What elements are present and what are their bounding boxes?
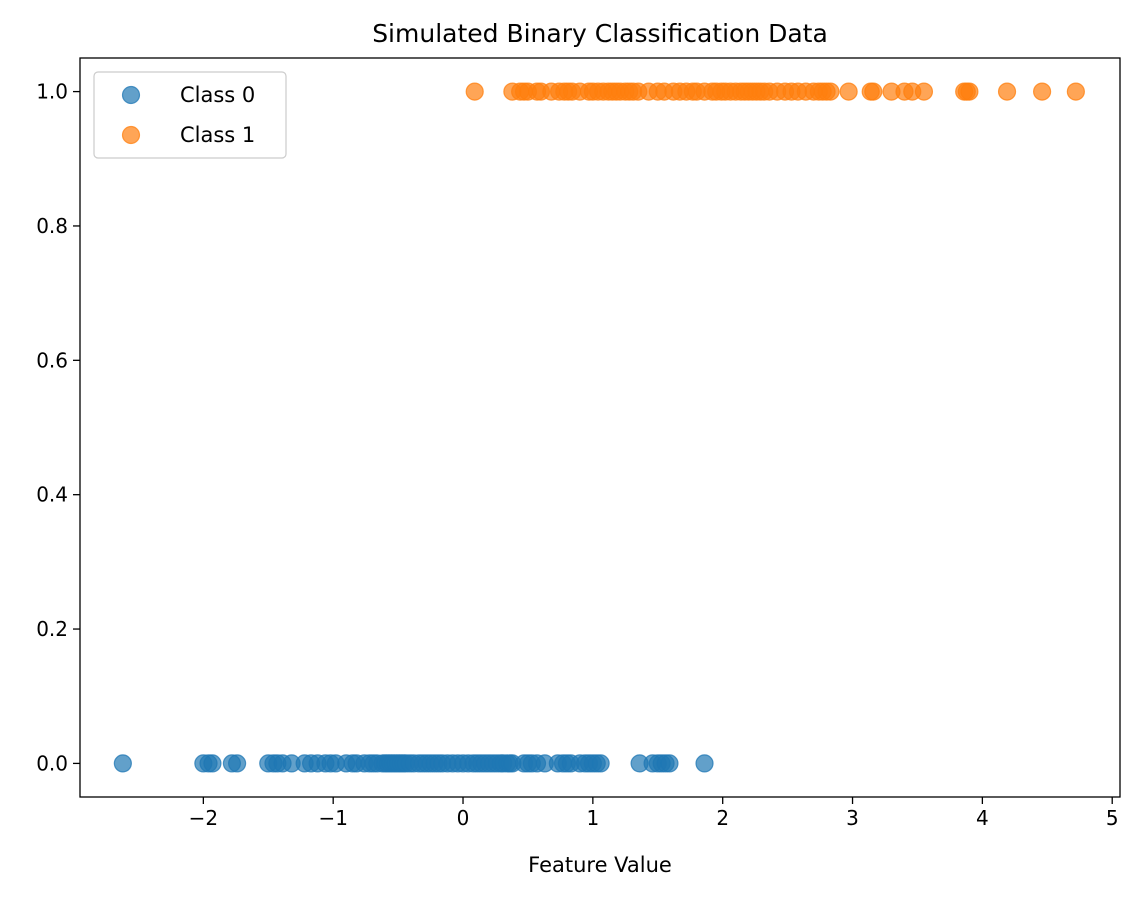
x-axis-label: Feature Value bbox=[528, 853, 672, 877]
data-point bbox=[821, 82, 840, 101]
legend-box bbox=[93, 71, 287, 159]
data-point bbox=[591, 754, 610, 773]
legend: Class 0 Class 1 bbox=[93, 71, 287, 159]
x-tick-label: 1 bbox=[586, 806, 599, 830]
chart-title: Simulated Binary Classification Data bbox=[372, 19, 828, 48]
series-class-1 bbox=[465, 82, 1085, 101]
legend-label: Class 1 bbox=[180, 123, 255, 147]
data-point bbox=[960, 82, 979, 101]
x-tick-label: 3 bbox=[846, 806, 859, 830]
x-tick-label: −1 bbox=[318, 806, 347, 830]
data-point bbox=[864, 82, 883, 101]
data-point bbox=[113, 754, 132, 773]
data-point bbox=[465, 82, 484, 101]
plot-frame bbox=[79, 57, 1121, 798]
data-point bbox=[228, 754, 247, 773]
y-tick-label: 0.6 bbox=[36, 348, 68, 372]
data-point bbox=[1066, 82, 1085, 101]
x-tick-label: −2 bbox=[189, 806, 218, 830]
data-point bbox=[839, 82, 858, 101]
legend-marker bbox=[121, 125, 141, 145]
x-tick-label: 2 bbox=[716, 806, 729, 830]
y-tick-label: 0.0 bbox=[36, 751, 68, 775]
x-tick-label: 4 bbox=[976, 806, 989, 830]
series-class-0 bbox=[113, 754, 714, 773]
y-tick-label: 0.4 bbox=[36, 483, 68, 507]
y-tick-label: 1.0 bbox=[36, 80, 68, 104]
plot-area: −2 −1 0 1 2 3 4 5 0.0 0.2 0.4 0.6 0.8 1.0 bbox=[36, 57, 1121, 830]
x-tick-label: 5 bbox=[1106, 806, 1119, 830]
data-point bbox=[1032, 82, 1052, 101]
y-tick-label: 0.8 bbox=[36, 214, 68, 238]
legend-marker bbox=[121, 85, 141, 105]
legend-label: Class 0 bbox=[180, 83, 255, 107]
y-tick-label: 0.2 bbox=[36, 617, 68, 641]
data-point bbox=[203, 754, 222, 773]
x-tick-label: 0 bbox=[457, 806, 470, 830]
data-point bbox=[660, 754, 679, 773]
data-point bbox=[997, 82, 1017, 101]
data-point bbox=[914, 82, 934, 101]
data-point bbox=[695, 754, 714, 773]
